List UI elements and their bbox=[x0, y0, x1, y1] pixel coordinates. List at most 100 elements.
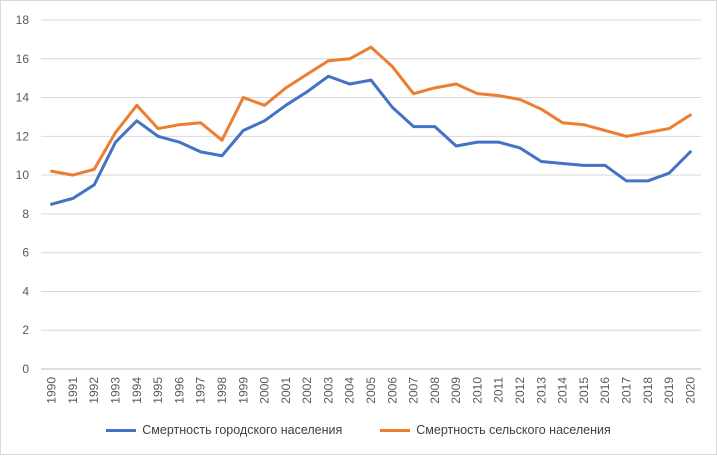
data-point-rural bbox=[369, 45, 373, 49]
data-point-urban bbox=[369, 78, 373, 82]
y-tick-label: 0 bbox=[22, 362, 29, 376]
data-point-urban bbox=[220, 154, 224, 158]
x-tick-label: 1990 bbox=[45, 377, 59, 404]
data-point-urban bbox=[476, 140, 479, 144]
data-point-urban bbox=[348, 82, 352, 86]
data-point-rural bbox=[625, 134, 628, 138]
x-tick-label: 2006 bbox=[385, 377, 399, 404]
data-point-urban bbox=[92, 183, 96, 187]
x-tick-label: 1993 bbox=[109, 377, 123, 404]
data-point-rural bbox=[433, 86, 437, 90]
x-tick-label: 1999 bbox=[236, 377, 250, 404]
x-tick-label: 2017 bbox=[619, 377, 633, 404]
legend-item-rural: Смертность сельского населения bbox=[380, 423, 611, 437]
data-point-rural bbox=[539, 107, 543, 111]
x-tick-label: 2010 bbox=[470, 377, 484, 404]
gridlines bbox=[41, 19, 701, 370]
x-tick-label: 1997 bbox=[194, 377, 208, 404]
data-point-urban bbox=[50, 202, 54, 206]
legend: Смертность городского населения Смертнос… bbox=[1, 423, 716, 437]
data-point-rural bbox=[114, 131, 117, 134]
legend-label-rural: Смертность сельского населения bbox=[416, 423, 611, 437]
y-tick-label: 4 bbox=[22, 284, 29, 298]
x-tick-label: 2000 bbox=[258, 377, 272, 404]
data-point-rural bbox=[241, 96, 245, 99]
x-tick-label: 2018 bbox=[641, 377, 655, 404]
data-point-urban bbox=[539, 160, 543, 163]
y-tick-label: 8 bbox=[22, 207, 29, 221]
data-point-urban bbox=[688, 150, 692, 154]
data-point-rural bbox=[305, 72, 309, 76]
x-tick-label: 2009 bbox=[449, 377, 463, 404]
y-tick-label: 2 bbox=[22, 323, 29, 337]
data-point-rural bbox=[561, 121, 565, 125]
x-tick-label: 2012 bbox=[513, 377, 527, 404]
data-point-urban bbox=[433, 125, 437, 129]
y-tick-label: 6 bbox=[22, 246, 29, 260]
data-point-rural bbox=[156, 127, 160, 130]
y-tick-label: 12 bbox=[16, 129, 30, 143]
data-point-rural bbox=[284, 86, 288, 90]
data-point-urban bbox=[582, 164, 586, 167]
data-point-urban bbox=[71, 196, 75, 200]
data-point-urban bbox=[114, 140, 117, 144]
x-tick-label: 2016 bbox=[598, 377, 612, 404]
data-point-rural bbox=[199, 121, 203, 125]
data-point-urban bbox=[199, 150, 203, 154]
data-point-rural bbox=[71, 173, 75, 177]
data-point-urban bbox=[177, 140, 181, 144]
data-point-urban bbox=[454, 144, 458, 148]
data-point-rural bbox=[390, 65, 394, 68]
data-point-rural bbox=[476, 92, 479, 96]
data-point-rural bbox=[327, 59, 330, 63]
x-tick-label: 2013 bbox=[534, 377, 548, 404]
legend-swatch-rural bbox=[380, 428, 411, 432]
x-tick-label: 2011 bbox=[492, 377, 506, 403]
data-point-urban bbox=[327, 74, 330, 78]
x-tick-label: 1991 bbox=[66, 377, 80, 404]
data-point-rural bbox=[646, 131, 650, 134]
legend-label-urban: Смертность городского населения bbox=[142, 423, 343, 437]
data-point-urban bbox=[412, 125, 415, 129]
data-point-rural bbox=[412, 92, 415, 96]
x-tick-label: 1996 bbox=[172, 377, 186, 404]
y-tick-label: 16 bbox=[16, 52, 30, 66]
data-point-rural bbox=[454, 82, 458, 86]
y-tick-label: 18 bbox=[16, 13, 30, 27]
data-point-rural bbox=[688, 113, 692, 117]
data-point-urban bbox=[518, 146, 522, 150]
data-point-urban bbox=[625, 179, 628, 183]
x-tick-label: 1992 bbox=[87, 377, 101, 404]
axes: 0 2 4 6 8 10 12 14 16 18 1990 1991 1992 1993 1994 1995 1… bbox=[16, 13, 698, 404]
data-point-urban bbox=[667, 171, 671, 175]
data-point-urban bbox=[135, 119, 139, 123]
data-point-rural bbox=[518, 98, 522, 101]
data-point-urban bbox=[497, 140, 501, 144]
series-line-rural bbox=[50, 45, 692, 177]
series-line-urban bbox=[50, 74, 692, 206]
data-point-rural bbox=[582, 123, 586, 127]
data-point-urban bbox=[305, 90, 309, 94]
y-tick-label: 14 bbox=[16, 91, 30, 105]
data-point-rural bbox=[263, 103, 266, 107]
x-tick-label: 2001 bbox=[279, 377, 293, 404]
x-tick-label: 2020 bbox=[683, 377, 697, 404]
data-point-rural bbox=[92, 167, 96, 171]
x-tick-label: 2007 bbox=[407, 377, 421, 404]
x-tick-label: 2004 bbox=[343, 377, 357, 404]
x-tick-label: 2015 bbox=[577, 377, 591, 404]
data-point-urban bbox=[603, 164, 607, 167]
y-tick-label: 10 bbox=[16, 168, 30, 182]
data-point-rural bbox=[603, 129, 607, 132]
x-tick-label: 2014 bbox=[556, 377, 570, 404]
data-point-rural bbox=[497, 94, 501, 98]
data-point-urban bbox=[646, 179, 650, 183]
data-point-rural bbox=[177, 123, 181, 127]
data-point-urban bbox=[263, 119, 266, 123]
series-lines bbox=[50, 45, 692, 206]
legend-item-urban: Смертность городского населения bbox=[106, 423, 342, 437]
x-tick-label: 1998 bbox=[215, 377, 229, 404]
data-point-rural bbox=[135, 103, 139, 107]
x-tick-label: 2005 bbox=[364, 377, 378, 404]
